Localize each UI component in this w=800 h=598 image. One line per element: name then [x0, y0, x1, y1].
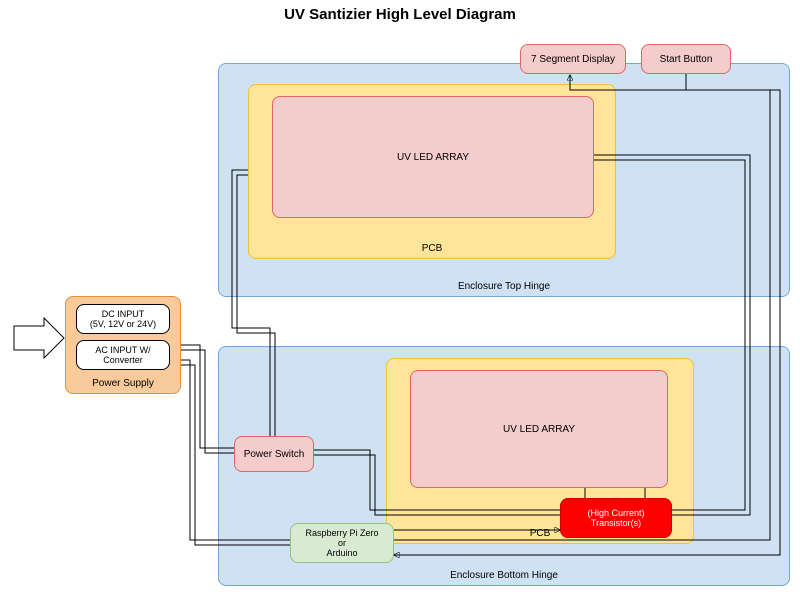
pcb-top-label: PCB [422, 243, 443, 254]
uv-led-array-bottom: UV LED ARRAY [410, 370, 668, 488]
ac-input-block: AC INPUT W/Converter [76, 340, 170, 370]
page-title: UV Santizier High Level Diagram [0, 6, 800, 23]
uv-led-array-top: UV LED ARRAY [272, 96, 594, 218]
dc-input-block: DC INPUT(5V, 12V or 24V) [76, 304, 170, 334]
power-switch-block: Power Switch [234, 436, 314, 472]
raspberry-pi-block: Raspberry Pi ZeroorArduino [290, 523, 394, 563]
seven-segment-display: 7 Segment Display [520, 44, 626, 74]
power-switch-label: Power Switch [244, 449, 305, 460]
input-arrow-icon [14, 318, 64, 358]
uv-led-array-bottom-label: UV LED ARRAY [503, 424, 575, 435]
start-button-block: Start Button [641, 44, 731, 74]
dc-input-label: DC INPUT(5V, 12V or 24V) [90, 309, 156, 329]
start-button-label: Start Button [660, 54, 713, 65]
enclosure-bottom-label: Enclosure Bottom Hinge [450, 570, 558, 581]
pcb-bottom-label: PCB [530, 528, 551, 539]
uv-led-array-top-label: UV LED ARRAY [397, 152, 469, 163]
transistor-block: (High Current)Transistor(s) [560, 498, 672, 538]
power-supply-label: Power Supply [92, 378, 154, 389]
ac-input-label: AC INPUT W/Converter [95, 345, 150, 365]
rpi-label: Raspberry Pi ZeroorArduino [305, 528, 378, 558]
enclosure-top-label: Enclosure Top Hinge [458, 281, 550, 292]
seven-segment-label: 7 Segment Display [531, 54, 615, 65]
transistor-label: (High Current)Transistor(s) [587, 508, 644, 528]
